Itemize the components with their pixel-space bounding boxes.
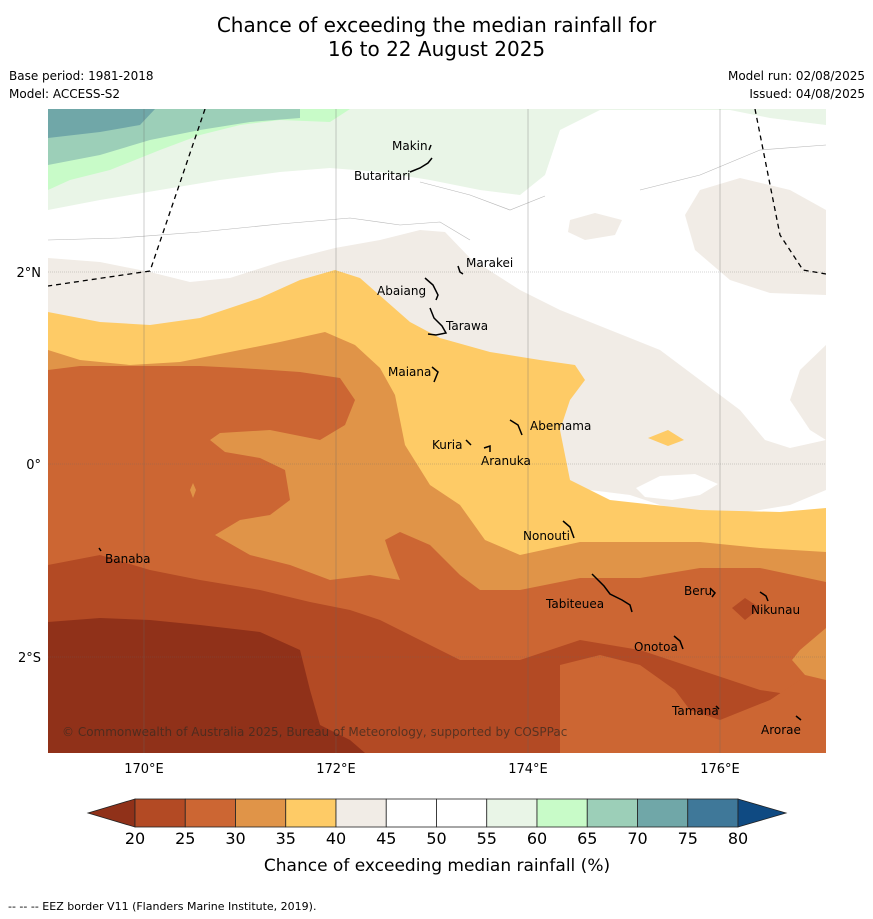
island-nonouti xyxy=(562,520,575,539)
colorbar-over-arrow xyxy=(737,798,788,828)
lat-label-2s: 2°S xyxy=(18,651,41,666)
island-arorae xyxy=(795,715,802,721)
colorbar-swatch xyxy=(335,798,387,828)
colorbar-swatch xyxy=(385,798,437,828)
contour-35-40-patch xyxy=(648,430,684,446)
eez-footnote: -- -- -- EEZ border V11 (Flanders Marine… xyxy=(8,900,317,913)
place-labels: Makin Butaritari Marakei Abaiang Tarawa … xyxy=(105,139,801,737)
island-makin xyxy=(428,144,432,151)
island-maiana xyxy=(431,366,439,383)
copyright-notice: © Commonwealth of Australia 2025, Bureau… xyxy=(62,725,567,739)
contour-40-45-east2 xyxy=(790,345,826,440)
colorbar-swatch xyxy=(586,798,638,828)
contour-30-35-east xyxy=(792,628,826,680)
lon-label-174: 174°E xyxy=(508,762,548,777)
issued-date: Issued: 04/08/2025 xyxy=(749,87,865,101)
map-title-line2: 16 to 22 August 2025 xyxy=(327,37,546,61)
place-kuria: Kuria xyxy=(432,438,463,452)
island-nikunau xyxy=(759,591,769,602)
place-onotoa: Onotoa xyxy=(634,640,678,654)
contour-45-50-hole xyxy=(636,474,718,500)
colorbar-tick: 70 xyxy=(627,829,647,848)
island-butaritari xyxy=(409,157,433,173)
colorbar-swatch xyxy=(536,798,588,828)
model-run: Model run: 02/08/2025 xyxy=(727,69,865,83)
colorbar-swatch xyxy=(637,798,689,828)
island-aranuka xyxy=(483,444,491,452)
place-tarawa: Tarawa xyxy=(445,319,488,333)
contour-below-20 xyxy=(48,618,365,753)
colorbar: 20 25 30 35 40 45 50 55 60 65 70 75 80 xyxy=(86,798,788,848)
colorbar-swatch xyxy=(285,798,337,828)
colorbar-tick: 75 xyxy=(678,829,698,848)
lon-label-176: 176°E xyxy=(700,762,740,777)
colorbar-swatch xyxy=(486,798,538,828)
colorbar-tick: 55 xyxy=(477,829,497,848)
colorbar-tick: 45 xyxy=(376,829,396,848)
island-abaiang xyxy=(424,277,439,301)
colorbar-tick: 80 xyxy=(728,829,748,848)
islands xyxy=(98,144,802,721)
place-tamana: Tamana xyxy=(671,704,719,718)
island-banaba xyxy=(98,547,102,552)
colorbar-under-arrow xyxy=(86,798,136,828)
island-onotoa xyxy=(673,635,684,650)
island-marakei xyxy=(457,265,464,275)
place-banaba: Banaba xyxy=(105,552,151,566)
place-makin: Makin xyxy=(392,139,428,153)
contour-25-30-spot xyxy=(190,483,196,498)
contour-25-30-lower xyxy=(560,628,826,753)
model-name: Model: ACCESS-S2 xyxy=(9,87,121,101)
graticule xyxy=(48,109,826,753)
base-period: Base period: 1981-2018 xyxy=(9,69,154,83)
colorbar-swatch xyxy=(436,798,488,828)
place-tabiteuea: Tabiteuea xyxy=(545,597,604,611)
lat-label-2n: 2°N xyxy=(17,266,42,281)
colorbar-tick: 25 xyxy=(175,829,195,848)
colorbar-tick: 30 xyxy=(225,829,245,848)
colorbar-swatch xyxy=(687,798,739,828)
contour-70-75 xyxy=(48,109,155,138)
colorbar-tick: 20 xyxy=(125,829,145,848)
colorbar-tick: 40 xyxy=(326,829,346,848)
contour-lines xyxy=(48,144,826,241)
rainfall-map: Makin Butaritari Marakei Abaiang Tarawa … xyxy=(48,109,826,753)
colorbar-tick: 50 xyxy=(426,829,446,848)
lat-label-0: 0° xyxy=(26,458,41,473)
colorbar-tick: 65 xyxy=(577,829,597,848)
colorbar-label: Chance of exceeding median rainfall (%) xyxy=(264,856,610,876)
island-tamana xyxy=(715,705,720,710)
place-butaritari: Butaritari xyxy=(354,169,411,183)
place-aranuka: Aranuka xyxy=(481,454,531,468)
map-title-line1: Chance of exceeding the median rainfall … xyxy=(216,13,657,37)
place-marakei: Marakei xyxy=(466,256,513,270)
contour-40-45-islet xyxy=(568,213,622,240)
place-beru: Beru xyxy=(684,584,712,598)
place-abemama: Abemama xyxy=(530,419,591,433)
island-tabiteuea xyxy=(591,573,633,613)
place-maiana: Maiana xyxy=(388,365,431,379)
place-nonouti: Nonouti xyxy=(523,529,570,543)
eez-border xyxy=(48,109,826,287)
lon-label-170: 170°E xyxy=(124,762,164,777)
island-abemama xyxy=(509,419,523,436)
colorbar-tick: 60 xyxy=(527,829,547,848)
contour-55-60 xyxy=(48,109,826,210)
axis-labels: 170°E 172°E 174°E 176°E 2°N 0° 2°S xyxy=(17,266,740,777)
island-kuria xyxy=(465,439,472,446)
contour-20-25-patch xyxy=(732,598,760,620)
colorbar-swatch xyxy=(134,798,186,828)
island-tarawa xyxy=(427,307,448,336)
colorbar-swatch xyxy=(184,798,236,828)
island-beru xyxy=(709,587,716,598)
place-abaiang: Abaiang xyxy=(377,284,426,298)
place-nikunau: Nikunau xyxy=(751,603,800,617)
lon-label-172: 172°E xyxy=(316,762,356,777)
colorbar-swatch xyxy=(235,798,287,828)
place-arorae: Arorae xyxy=(761,723,801,737)
colorbar-tick: 35 xyxy=(276,829,296,848)
